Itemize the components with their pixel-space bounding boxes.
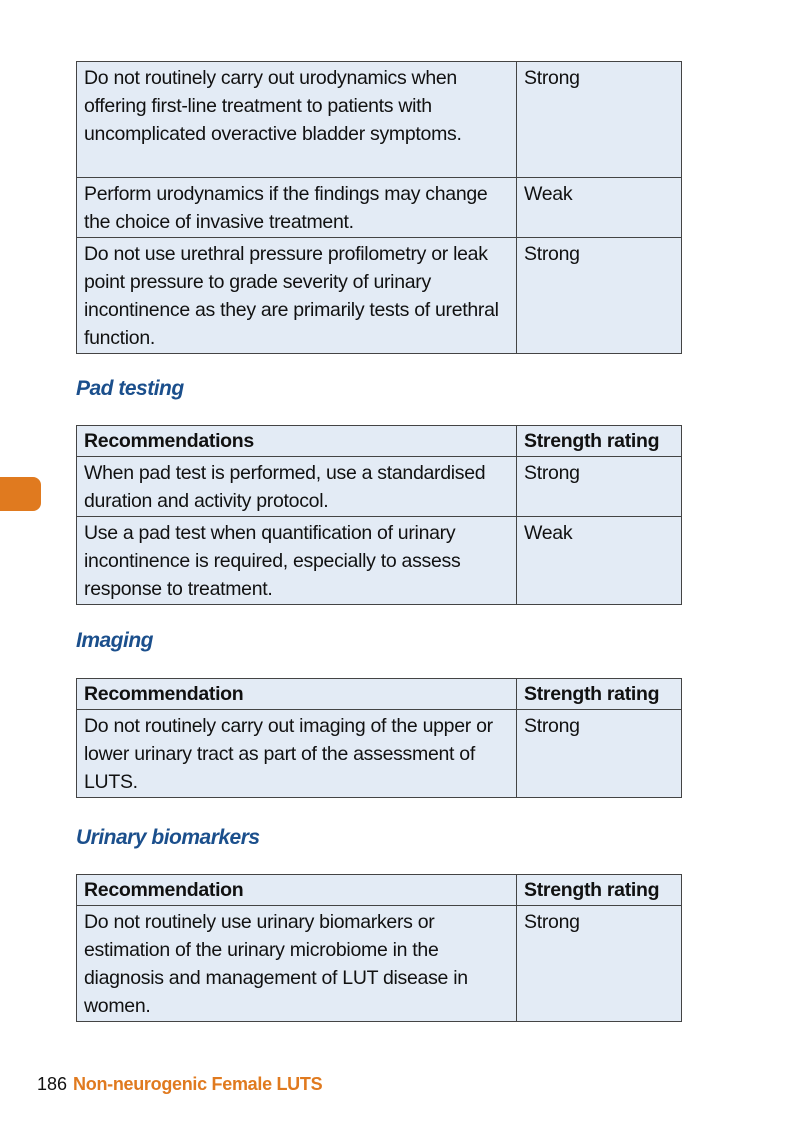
recommendation-cell: Do not routinely carry out imaging of th… bbox=[76, 709, 517, 798]
recommendation-cell: Perform urodynamics if the findings may … bbox=[76, 177, 517, 238]
recommendation-cell: Use a pad test when quantification of ur… bbox=[76, 516, 517, 605]
pad-testing-table: Recommendations Strength rating When pad… bbox=[76, 425, 682, 605]
rating-cell: Weak bbox=[516, 177, 682, 238]
table-row: Use a pad test when quantification of ur… bbox=[76, 516, 682, 605]
header-strength-rating: Strength rating bbox=[516, 874, 682, 906]
section-heading-urinary-biomarkers: Urinary biomarkers bbox=[76, 826, 260, 849]
table-row: Do not routinely use urinary biomarkers … bbox=[76, 905, 682, 1022]
table-row: When pad test is performed, use a standa… bbox=[76, 456, 682, 517]
section-heading-imaging: Imaging bbox=[76, 629, 154, 652]
section-heading-pad-testing: Pad testing bbox=[76, 377, 184, 400]
table-header-row: Recommendation Strength rating bbox=[76, 678, 682, 710]
table-row: Do not routinely carry out urodynamics w… bbox=[76, 61, 682, 178]
biomarkers-table: Recommendation Strength rating Do not ro… bbox=[76, 874, 682, 1022]
table-row: Do not use urethral pressure profilometr… bbox=[76, 237, 682, 354]
rating-cell: Strong bbox=[516, 709, 682, 798]
rating-cell: Weak bbox=[516, 516, 682, 605]
header-recommendation: Recommendations bbox=[76, 425, 517, 457]
header-strength-rating: Strength rating bbox=[516, 678, 682, 710]
urodynamics-table: Do not routinely carry out urodynamics w… bbox=[76, 61, 682, 354]
rating-cell: Strong bbox=[516, 456, 682, 517]
chapter-tab-marker bbox=[0, 477, 41, 511]
recommendation-cell: Do not routinely carry out urodynamics w… bbox=[76, 61, 517, 178]
table-row: Do not routinely carry out imaging of th… bbox=[76, 709, 682, 798]
header-recommendation: Recommendation bbox=[76, 678, 517, 710]
header-strength-rating: Strength rating bbox=[516, 425, 682, 457]
rating-cell: Strong bbox=[516, 237, 682, 354]
header-recommendation: Recommendation bbox=[76, 874, 517, 906]
page-footer: 186 Non-neurogenic Female LUTS bbox=[37, 1074, 323, 1095]
table-header-row: Recommendations Strength rating bbox=[76, 425, 682, 457]
rating-cell: Strong bbox=[516, 905, 682, 1022]
recommendation-cell: Do not use urethral pressure profilometr… bbox=[76, 237, 517, 354]
page-number: 186 bbox=[37, 1074, 68, 1094]
recommendation-cell: Do not routinely use urinary biomarkers … bbox=[76, 905, 517, 1022]
chapter-title: Non-neurogenic Female LUTS bbox=[73, 1074, 323, 1094]
table-header-row: Recommendation Strength rating bbox=[76, 874, 682, 906]
table-row: Perform urodynamics if the findings may … bbox=[76, 177, 682, 238]
rating-cell: Strong bbox=[516, 61, 682, 178]
imaging-table: Recommendation Strength rating Do not ro… bbox=[76, 678, 682, 798]
recommendation-cell: When pad test is performed, use a standa… bbox=[76, 456, 517, 517]
